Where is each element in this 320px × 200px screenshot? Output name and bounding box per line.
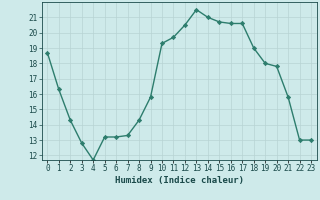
X-axis label: Humidex (Indice chaleur): Humidex (Indice chaleur) <box>115 176 244 185</box>
